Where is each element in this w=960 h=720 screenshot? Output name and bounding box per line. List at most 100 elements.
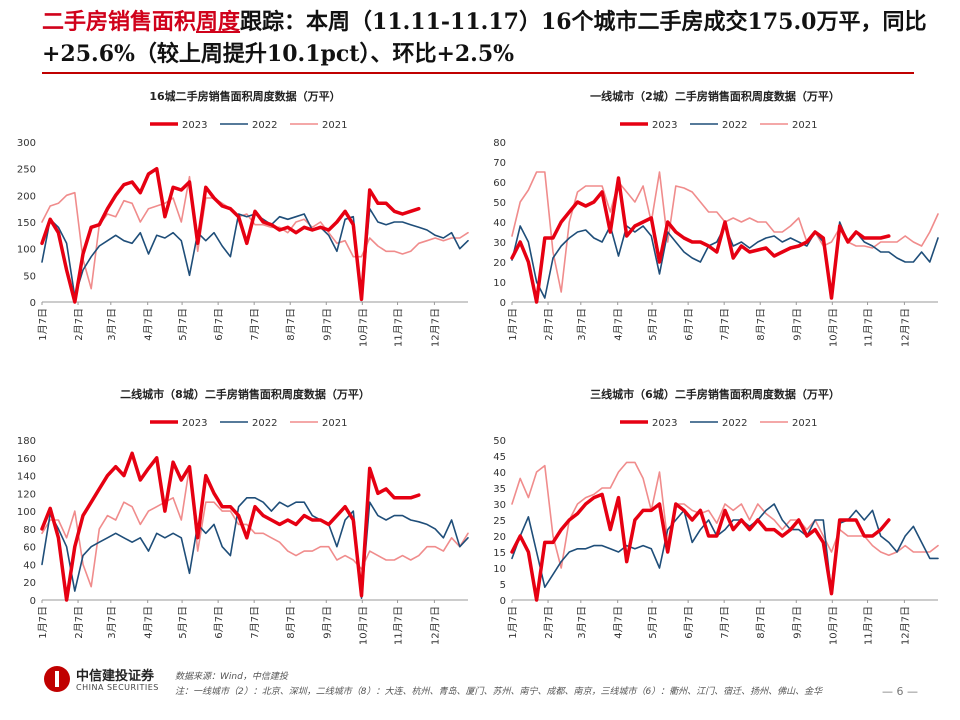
x-tick-label: 10月7日	[827, 308, 839, 347]
chart-title: 二线城市（8城）二手房销售面积周度数据（万平）	[120, 387, 370, 401]
series-line-2021	[41, 465, 469, 588]
y-tick-label: 30	[493, 238, 506, 249]
series-line-2023	[510, 176, 891, 304]
x-tick-label: 6月7日	[213, 308, 225, 341]
x-tick-label: 10月7日	[357, 308, 369, 347]
chart-title: 16城二手房销售面积周度数据（万平）	[149, 89, 340, 103]
logo-mark-icon	[44, 666, 70, 692]
legend-label-2021: 2021	[322, 120, 347, 131]
y-tick-label: 20	[493, 532, 506, 543]
y-tick-label: 25	[493, 516, 506, 527]
x-tick-label: 1月7日	[507, 606, 519, 639]
x-tick-label: 5月7日	[647, 308, 659, 341]
series-line-2021	[511, 171, 939, 293]
y-tick-label: 10	[493, 278, 506, 289]
y-tick-label: 0	[500, 596, 506, 607]
y-tick-label: 60	[493, 178, 506, 189]
x-tick-label: 11月7日	[393, 606, 405, 645]
y-tick-label: 40	[493, 468, 506, 479]
y-tick-label: 60	[23, 543, 36, 554]
y-tick-label: 45	[493, 452, 506, 463]
x-tick-label: 11月7日	[393, 308, 405, 347]
chart-16-cities: 16城二手房销售面积周度数据（万平） 2023 2022 2021 0 50 100 150 2…	[10, 82, 480, 367]
x-tick-label: 9月7日	[321, 606, 333, 639]
x-tick-label: 8月7日	[755, 606, 767, 639]
legend-label-2021: 2021	[792, 418, 817, 429]
series-line-2021	[41, 175, 469, 290]
x-tick-label: 4月7日	[143, 308, 155, 341]
series-line-2023	[510, 492, 891, 602]
y-tick-label: 40	[493, 218, 506, 229]
x-tick-label: 10月7日	[827, 606, 839, 645]
series-line-2022	[511, 221, 939, 299]
data-source: 数据来源：Wind，中信建投	[175, 672, 288, 682]
y-tick-label: 15	[493, 548, 506, 559]
y-tick-label: 50	[493, 198, 506, 209]
x-tick-label: 1月7日	[37, 308, 49, 341]
y-tick-label: 0	[500, 298, 506, 309]
y-tick-label: 160	[17, 454, 36, 465]
y-tick-label: 35	[493, 484, 506, 495]
legend-label-2023: 2023	[652, 418, 677, 429]
y-tick-label: 0	[30, 298, 36, 309]
x-tick-label: 12月7日	[899, 606, 911, 645]
title-rule	[42, 72, 914, 74]
y-tick-label: 30	[493, 500, 506, 511]
series-line-2022	[41, 207, 469, 302]
x-tick-label: 12月7日	[899, 308, 911, 347]
chart-svg: 三线城市（6城）二手房销售面积周度数据（万平） 2023 2022 2021 0 5 10 1…	[493, 387, 939, 645]
chart-title: 一线城市（2城）二手房销售面积周度数据（万平）	[590, 89, 840, 103]
y-tick-label: 20	[23, 578, 36, 589]
chart-title: 三线城市（6城）二手房销售面积周度数据（万平）	[590, 387, 840, 401]
x-tick-label: 3月7日	[576, 308, 588, 341]
logo-en: CHINA SECURITIES	[76, 683, 159, 692]
x-tick-label: 5月7日	[647, 606, 659, 639]
x-tick-label: 2月7日	[73, 308, 85, 341]
x-tick-label: 4月7日	[143, 606, 155, 639]
chart-svg: 二线城市（8城）二手房销售面积周度数据（万平） 2023 2022 2021 0 20 40…	[17, 387, 469, 645]
series-line-2021	[511, 461, 939, 569]
legend-label-2022: 2022	[252, 120, 277, 131]
y-tick-label: 70	[493, 158, 506, 169]
x-tick-label: 8月7日	[285, 606, 297, 639]
legend-label-2023: 2023	[182, 120, 207, 131]
x-tick-label: 3月7日	[576, 606, 588, 639]
x-tick-label: 8月7日	[755, 308, 767, 341]
x-tick-label: 9月7日	[321, 308, 333, 341]
x-tick-label: 1月7日	[507, 308, 519, 341]
y-tick-label: 300	[17, 138, 36, 149]
x-tick-label: 12月7日	[429, 606, 441, 645]
x-tick-label: 7月7日	[719, 606, 731, 639]
legend-label-2022: 2022	[722, 120, 747, 131]
y-tick-label: 10	[493, 564, 506, 575]
x-tick-label: 10月7日	[357, 606, 369, 645]
x-tick-label: 9月7日	[791, 308, 803, 341]
legend-label-2021: 2021	[792, 120, 817, 131]
y-tick-label: 50	[23, 271, 36, 282]
y-tick-label: 120	[17, 489, 36, 500]
legend-label-2022: 2022	[722, 418, 747, 429]
headline-underlined-part: 周度	[196, 9, 241, 35]
y-tick-label: 50	[493, 436, 506, 447]
x-tick-label: 9月7日	[791, 606, 803, 639]
chart-tier3-cities: 三线城市（6城）二手房销售面积周度数据（万平） 2023 2022 2021 0 5 10 1…	[480, 380, 950, 665]
x-tick-label: 4月7日	[613, 308, 625, 341]
y-tick-label: 100	[17, 507, 36, 518]
series-line-2022	[41, 497, 469, 599]
y-tick-label: 180	[17, 436, 36, 447]
x-tick-label: 6月7日	[683, 606, 695, 639]
x-tick-label: 6月7日	[213, 606, 225, 639]
logo-cn: 中信建投证券	[76, 669, 155, 684]
y-tick-label: 5	[500, 580, 506, 591]
chart-svg: 一线城市（2城）二手房销售面积周度数据（万平） 2023 2022 2021 0 10 20…	[493, 89, 939, 347]
x-tick-label: 12月7日	[429, 308, 441, 347]
page-headline: 二手房销售面积周度跟踪：本周（11.11-11.17）16个城市二手房成交175…	[42, 6, 932, 70]
x-tick-label: 2月7日	[73, 606, 85, 639]
x-tick-label: 5月7日	[177, 308, 189, 341]
y-tick-label: 140	[17, 472, 36, 483]
y-tick-label: 100	[17, 245, 36, 256]
series-line-2022	[511, 503, 939, 595]
x-tick-label: 2月7日	[543, 606, 555, 639]
x-tick-label: 6月7日	[683, 308, 695, 341]
headline-red-part: 二手房销售面积	[42, 9, 197, 35]
